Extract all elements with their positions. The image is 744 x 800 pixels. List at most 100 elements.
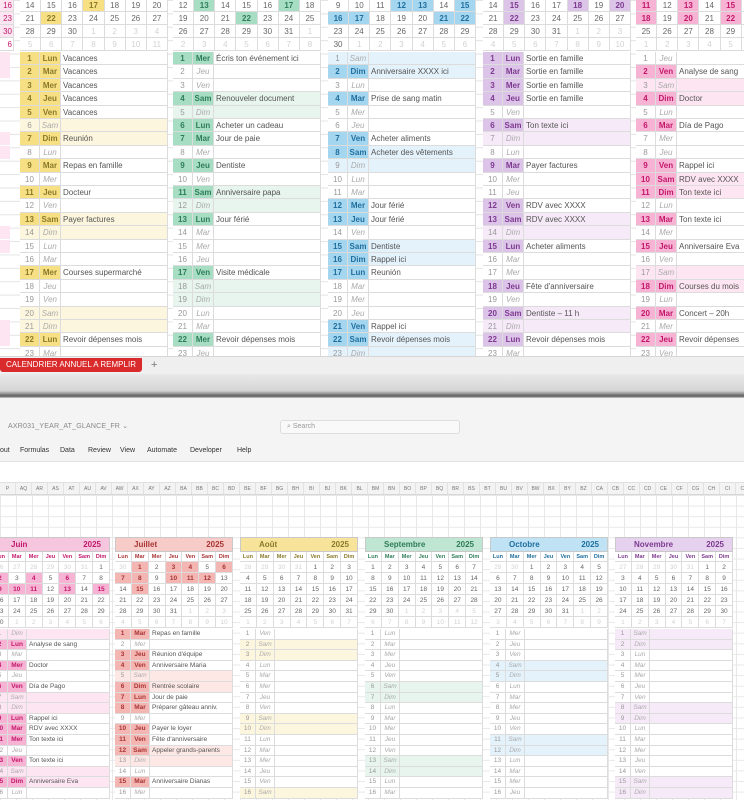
event-text[interactable] (214, 105, 321, 119)
event-text[interactable] (275, 629, 358, 640)
mini-calendar-date[interactable]: 29 (42, 562, 60, 573)
mini-calendar-date[interactable]: 6 (0, 38, 14, 51)
add-sheet-button[interactable]: + (151, 359, 158, 371)
event-text[interactable] (400, 788, 483, 799)
mini-calendar-date[interactable]: 21 (483, 12, 505, 25)
event-text[interactable] (275, 692, 358, 704)
column-header[interactable]: AR (32, 483, 48, 494)
event-text[interactable]: Acheter aliments (369, 132, 476, 146)
event-text[interactable] (400, 703, 483, 714)
event-text[interactable]: Analyse de sang (677, 65, 744, 79)
event-text[interactable] (214, 253, 321, 267)
mini-calendar-date[interactable]: 27 (146, 12, 168, 25)
event-text[interactable] (150, 671, 233, 682)
event-text[interactable] (27, 703, 110, 714)
event-text[interactable]: Acheter des vêtements (369, 145, 476, 160)
event-text[interactable] (400, 671, 483, 682)
mini-calendar-date[interactable]: 22 (93, 595, 110, 606)
event-text[interactable] (677, 132, 744, 146)
mini-calendar-date[interactable]: 4 (146, 25, 168, 38)
mini-calendar-date[interactable]: 21 (433, 12, 455, 25)
mini-calendar-date[interactable]: 12 (432, 573, 450, 584)
mini-calendar-date[interactable]: 18 (25, 595, 43, 606)
mini-calendar-date[interactable]: 4 (415, 562, 433, 573)
mini-calendar-date[interactable]: 10 (341, 573, 358, 584)
mini-calendar-date[interactable]: 1 (398, 606, 416, 617)
menu-formulas[interactable]: Formulas (20, 447, 50, 454)
mini-calendar-date[interactable]: 17 (83, 0, 105, 12)
event-text[interactable]: Visite médicale (214, 266, 321, 280)
mini-calendar-date[interactable]: 1 (523, 562, 541, 573)
event-text[interactable] (650, 703, 733, 714)
event-text[interactable] (27, 650, 110, 661)
mini-calendar-date[interactable]: 24 (83, 12, 105, 25)
column-header[interactable]: BK (336, 483, 352, 494)
mini-calendar-date[interactable]: 11 (182, 573, 200, 584)
mini-calendar-date[interactable]: 24 (557, 595, 575, 606)
event-text[interactable] (61, 320, 168, 334)
mini-calendar-date[interactable]: 10 (609, 38, 631, 51)
event-text[interactable] (650, 756, 733, 767)
event-text[interactable] (61, 199, 168, 213)
mini-calendar-date[interactable]: 1 (636, 38, 658, 51)
event-text[interactable]: RDV avec XXXX (677, 172, 744, 186)
mini-calendar-date[interactable]: 7 (165, 617, 183, 628)
event-text[interactable] (650, 682, 733, 693)
mini-calendar-date[interactable]: 4 (182, 562, 200, 573)
event-text[interactable]: Ton texte ici (677, 186, 744, 200)
mini-calendar-date[interactable]: 12 (591, 573, 608, 584)
mini-calendar-date[interactable]: 15 (41, 0, 63, 12)
mini-calendar-date[interactable]: 5 (199, 562, 217, 573)
mini-calendar-date[interactable]: 10 (125, 38, 147, 51)
mini-calendar-date[interactable]: 16 (716, 584, 733, 595)
mini-calendar-date[interactable]: 5 (76, 617, 94, 628)
mini-calendar-date[interactable]: 28 (76, 606, 94, 617)
event-text[interactable]: Día de Pago (677, 119, 744, 133)
event-text[interactable]: Dentiste (214, 159, 321, 173)
mini-calendar-date[interactable]: 8 (365, 573, 382, 584)
mini-calendar-date[interactable]: 16 (257, 0, 279, 12)
event-text[interactable] (400, 735, 483, 746)
mini-calendar-date[interactable]: 5 (682, 617, 700, 628)
mini-calendar-date[interactable]: 27 (8, 562, 26, 573)
column-header[interactable]: BT (480, 483, 496, 494)
event-text[interactable] (525, 682, 608, 693)
mini-calendar-date[interactable]: 18 (104, 0, 126, 12)
mini-calendar-date[interactable]: 9 (588, 38, 610, 51)
mini-calendar-date[interactable]: 13 (412, 0, 434, 12)
mini-calendar-date[interactable]: 5 (591, 562, 608, 573)
menu-review[interactable]: Review (88, 447, 111, 454)
event-text[interactable]: Revoir dépenses (677, 333, 744, 347)
mini-calendar-date[interactable]: 3 (398, 562, 416, 573)
event-text[interactable]: Anniversaire Dianas (150, 777, 233, 788)
mini-calendar-date[interactable]: 14 (433, 0, 455, 12)
mini-calendar-date[interactable]: 14 (483, 0, 505, 12)
sheet-tab-calendrier[interactable]: CALENDRIER ANNUEL A REMPLIR (0, 358, 142, 372)
event-text[interactable] (650, 660, 733, 672)
event-text[interactable]: Repas en famille (150, 629, 233, 640)
mini-calendar-date[interactable]: 29 (720, 25, 742, 38)
column-header[interactable]: AW (112, 483, 128, 494)
mini-calendar-date[interactable]: 18 (631, 595, 649, 606)
mini-calendar-date[interactable]: 28 (20, 25, 42, 38)
mini-calendar-date[interactable]: 3 (490, 617, 507, 628)
event-text[interactable]: Analyse de sang (27, 639, 110, 651)
event-text[interactable]: Jour férié (369, 212, 476, 227)
mini-calendar-date[interactable]: 27 (665, 606, 683, 617)
mini-calendar-date[interactable]: 8 (83, 38, 105, 51)
mini-calendar-date[interactable]: 6 (741, 38, 744, 51)
column-header[interactable]: CA (592, 483, 608, 494)
event-text[interactable] (650, 692, 733, 704)
column-header[interactable]: BV (512, 483, 528, 494)
event-text[interactable] (275, 660, 358, 672)
mini-calendar-date[interactable]: 29 (504, 25, 526, 38)
mini-calendar-date[interactable]: 30 (257, 25, 279, 38)
event-text[interactable] (61, 145, 168, 160)
mini-calendar-date[interactable]: 24 (341, 595, 358, 606)
column-header[interactable]: CF (672, 483, 688, 494)
mini-calendar-date[interactable]: 4 (665, 617, 683, 628)
event-text[interactable]: Jour de paie (214, 132, 321, 146)
event-text[interactable]: Acheter un cadeau (214, 119, 321, 133)
mini-calendar-date[interactable]: 1 (365, 562, 382, 573)
mini-calendar-date[interactable]: 16 (0, 0, 14, 12)
